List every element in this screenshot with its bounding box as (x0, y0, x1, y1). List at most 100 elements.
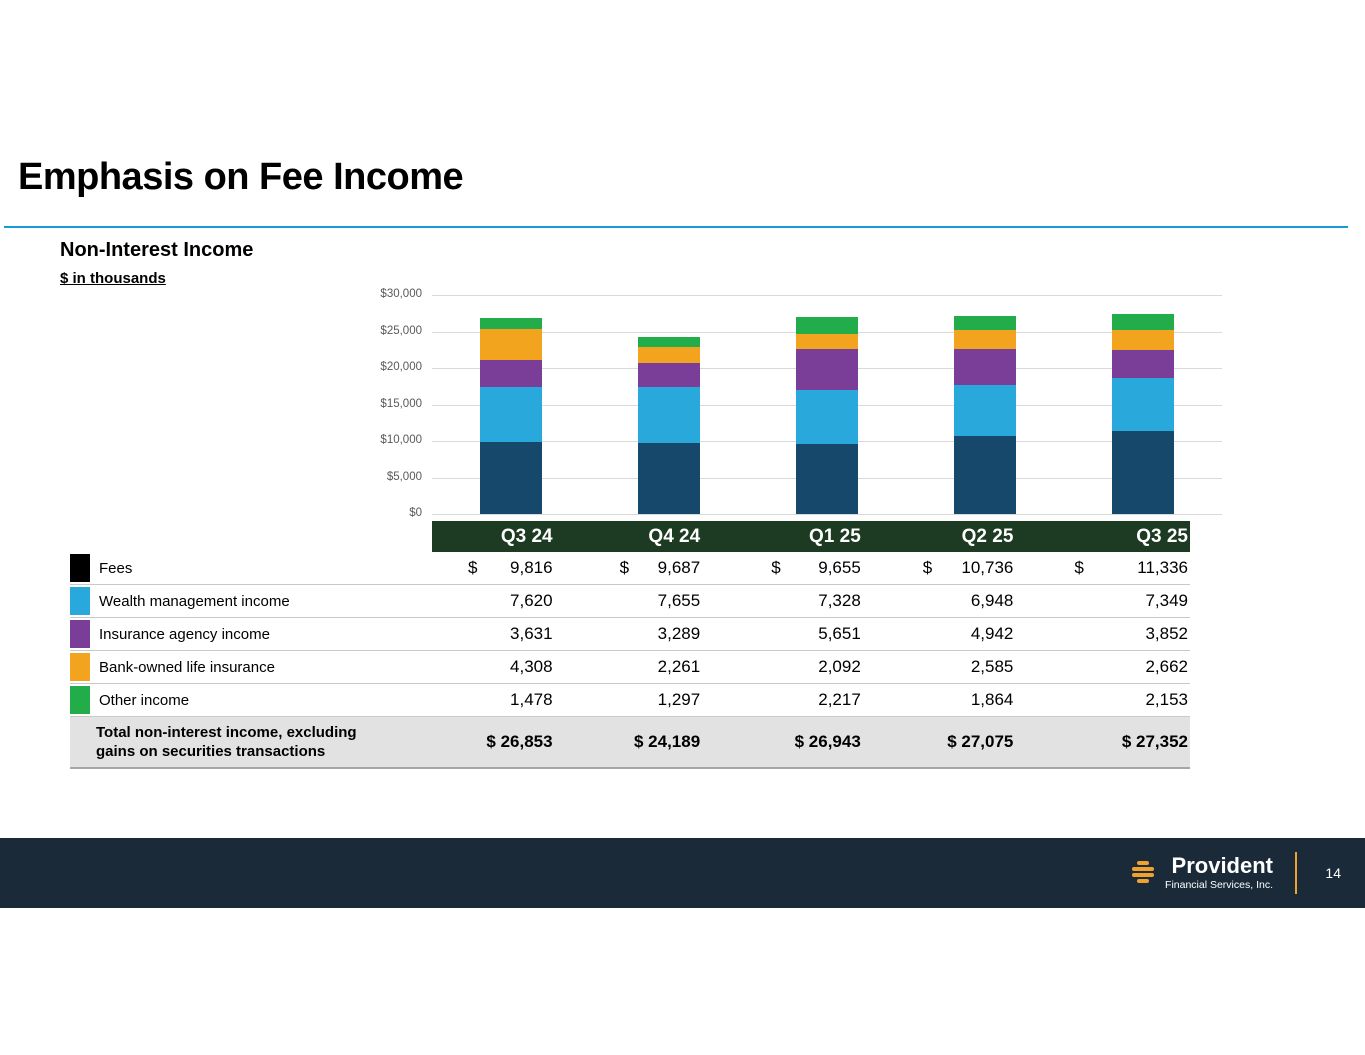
bar-segment-fees (638, 443, 700, 514)
provident-logo: Provident Financial Services, Inc. (1128, 855, 1273, 891)
stacked-bar (480, 318, 542, 514)
value-cell: 7,655 (657, 591, 701, 610)
total-label-line1: Total non-interest income, excluding (96, 723, 357, 741)
bar-segment-wealth-management-income (638, 387, 700, 444)
brand-name: Provident (1171, 853, 1273, 878)
bar-segment-bank-owned-life-insurance (1112, 330, 1174, 350)
total-value: $ 27,075 (947, 732, 1014, 751)
bar-segment-insurance-agency-income (954, 348, 1016, 385)
legend-swatch (70, 653, 90, 681)
quarter-header: Q4 24 (648, 525, 701, 547)
value-cell: $10,736 (887, 552, 1039, 584)
bar-group-q3-24 (432, 295, 590, 514)
value-cell: 7,349 (1145, 591, 1188, 610)
stacked-bar (638, 337, 700, 514)
dollar-sign: $ (771, 558, 781, 577)
bar-segment-insurance-agency-income (638, 363, 700, 388)
table-row: Insurance agency income 3,631 3,289 5,651 4,… (70, 617, 1190, 650)
row-label-cell: Fees (70, 552, 432, 584)
dollar-sign: $ (1074, 558, 1084, 577)
brand-text: Provident Financial Services, Inc. (1165, 853, 1273, 892)
bar-segment-wealth-management-income (954, 384, 1016, 436)
bar-segment-wealth-management-income (480, 386, 542, 443)
row-label-cell: Wealth management income (70, 585, 432, 617)
value: 11,336 (1137, 558, 1188, 577)
bar-segment-insurance-agency-income (480, 360, 542, 387)
y-axis-tick-label: $15,000 (380, 397, 422, 410)
value-cell: 7,328 (818, 591, 861, 610)
value-cell: $9,687 (584, 552, 736, 584)
brand-subtext: Financial Services, Inc. (1165, 879, 1273, 891)
row-label: Insurance agency income (99, 625, 270, 643)
bar-segment-insurance-agency-income (796, 348, 858, 391)
quarter-header: Q2 25 (961, 525, 1014, 547)
row-label-cell: Other income (70, 684, 432, 716)
bar-segment-other-income (480, 318, 542, 329)
table-body: Fees $9,816 $9,687 $9,655 $10,736 $11,336 Weal… (70, 552, 1190, 716)
value-cell: 7,620 (510, 591, 553, 610)
gridline (432, 514, 1222, 515)
bar-area (432, 295, 1222, 514)
bar-segment-other-income (638, 337, 700, 347)
y-axis-tick-label: $20,000 (380, 361, 422, 373)
bar-segment-fees (954, 435, 1016, 514)
total-value: $ 27,352 (1121, 732, 1188, 751)
income-table: Fees $9,816 $9,687 $9,655 $10,736 $11,336 Weal… (70, 552, 1190, 769)
dollar-sign: $ (468, 558, 478, 577)
legend-swatch (70, 686, 90, 714)
provident-logo-icon (1132, 861, 1155, 883)
stacked-bar (796, 317, 858, 514)
section-title: Non-Interest Income (60, 239, 254, 261)
quarter-header-band: Q3 24 Q4 24 Q1 25 Q2 25 Q3 25 (432, 521, 1190, 552)
value-cell: 2,217 (818, 690, 861, 709)
row-label: Bank-owned life insurance (99, 658, 275, 676)
stacked-bar (1112, 314, 1174, 514)
quarter-header: Q3 24 (500, 525, 553, 547)
value: 9,687 (657, 558, 701, 577)
dollar-sign: $ (922, 558, 933, 577)
y-axis-tick-label: $25,000 (380, 324, 422, 337)
bar-segment-bank-owned-life-insurance (638, 346, 700, 364)
value-cell: 3,289 (657, 624, 701, 643)
row-label-cell: Insurance agency income (70, 618, 432, 650)
y-axis-tick-label: $0 (409, 507, 422, 519)
total-value: $ 26,853 (486, 732, 553, 751)
table-row: Bank-owned life insurance 4,308 2,261 2,092… (70, 650, 1190, 683)
value-cell: 6,948 (970, 591, 1014, 610)
row-label-cell: Bank-owned life insurance (70, 651, 432, 683)
value-cell: 1,297 (657, 690, 701, 709)
value-cell: 2,662 (1145, 657, 1188, 676)
bar-segment-bank-owned-life-insurance (480, 328, 542, 361)
value-cell: 2,585 (970, 657, 1014, 676)
bar-group-q3-25 (1064, 295, 1222, 514)
legend-swatch (70, 587, 90, 615)
units-label: $ in thousands (60, 270, 166, 287)
bar-segment-bank-owned-life-insurance (796, 333, 858, 349)
total-value: $ 24,189 (634, 732, 701, 751)
total-label: Total non-interest income, excluding gai… (70, 723, 432, 762)
value: 9,655 (818, 558, 861, 577)
page-title: Emphasis on Fee Income (18, 156, 464, 198)
separator-line (1295, 852, 1297, 894)
dollar-sign: $ (619, 558, 630, 577)
quarter-header: Q3 25 (1136, 525, 1188, 547)
table-row: Wealth management income 7,620 7,655 7,328 6… (70, 584, 1190, 617)
quarter-header: Q1 25 (809, 525, 861, 547)
value-cell: 3,852 (1145, 624, 1188, 643)
row-label: Fees (99, 559, 133, 577)
value-cell: $11,336 (1038, 552, 1190, 584)
total-row: Total non-interest income, excluding gai… (70, 716, 1190, 769)
bar-segment-wealth-management-income (1112, 377, 1174, 432)
legend-swatch (70, 554, 90, 582)
bar-segment-other-income (954, 316, 1016, 330)
total-value: $ 26,943 (794, 732, 861, 751)
title-underline (4, 226, 1348, 228)
gridline (432, 295, 1222, 296)
bar-segment-fees (1112, 431, 1174, 514)
non-interest-income-chart (432, 295, 1222, 515)
bar-segment-fees (796, 443, 858, 514)
y-axis-tick-label: $30,000 (380, 288, 422, 300)
value-cell: $9,655 (735, 552, 887, 584)
value-cell: $9,816 (432, 552, 584, 584)
